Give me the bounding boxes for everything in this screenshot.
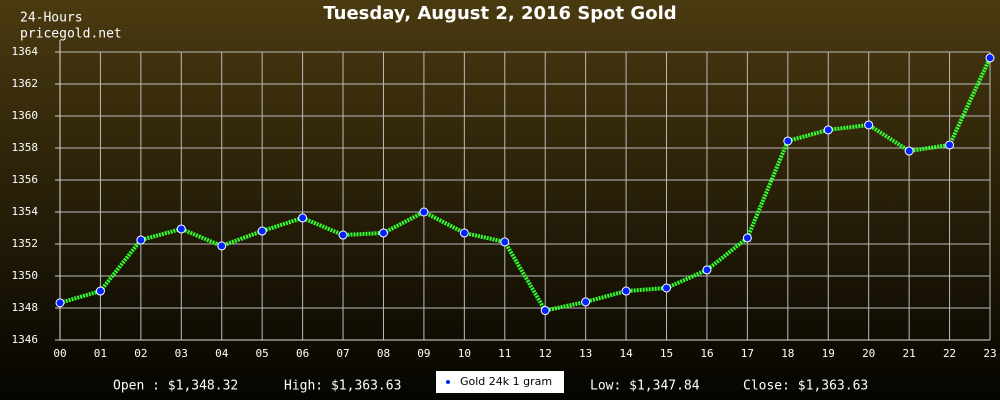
data-point: [742, 233, 752, 243]
x-tick-label: 14: [619, 347, 633, 360]
y-tick-label: 1354: [12, 205, 39, 218]
x-tick-label: 05: [256, 347, 269, 360]
legend-label: Gold 24k 1 gram: [460, 375, 552, 388]
data-point: [95, 286, 105, 296]
x-tick-label: 10: [458, 347, 471, 360]
data-point: [581, 297, 591, 307]
y-tick-label: 1346: [12, 333, 39, 346]
data-point: [864, 120, 874, 130]
legend-marker: [446, 380, 450, 384]
x-tick-label: 06: [296, 347, 309, 360]
x-tick-label: 01: [94, 347, 107, 360]
subtitle: 24-Hours: [20, 11, 83, 26]
x-tick-label: 09: [417, 347, 430, 360]
data-point: [136, 235, 146, 245]
data-point: [298, 213, 308, 223]
data-point: [338, 230, 348, 240]
x-tick-label: 16: [700, 347, 713, 360]
x-tick-label: 18: [781, 347, 794, 360]
x-tick-label: 00: [53, 347, 66, 360]
y-tick-label: 1362: [12, 77, 39, 90]
y-tick-label: 1352: [12, 237, 39, 250]
x-tick-label: 08: [377, 347, 390, 360]
data-point: [419, 207, 429, 217]
y-tick-label: 1358: [12, 141, 39, 154]
data-point: [55, 298, 65, 308]
y-tick-label: 1356: [12, 173, 39, 186]
x-tick-label: 13: [579, 347, 592, 360]
data-point: [702, 265, 712, 275]
legend-box: [436, 371, 564, 393]
x-tick-label: 02: [134, 347, 147, 360]
x-tick-label: 12: [539, 347, 552, 360]
data-point: [459, 228, 469, 238]
x-tick-label: 22: [943, 347, 956, 360]
x-tick-label: 11: [498, 347, 511, 360]
x-tick-label: 23: [983, 347, 996, 360]
stat-label: Close: $1,363.63: [743, 379, 868, 394]
y-tick-label: 1360: [12, 109, 39, 122]
data-point: [985, 53, 995, 63]
y-tick-label: 1350: [12, 269, 39, 282]
x-tick-label: 04: [215, 347, 229, 360]
data-point: [500, 237, 510, 247]
x-tick-label: 07: [336, 347, 349, 360]
data-point: [945, 140, 955, 150]
data-point: [378, 228, 388, 238]
stat-label: Low: $1,347.84: [590, 379, 700, 394]
data-point: [823, 125, 833, 135]
data-point: [662, 283, 672, 293]
chart-title: Tuesday, August 2, 2016 Spot Gold: [323, 3, 676, 24]
price-line: [59, 57, 992, 313]
subtitle: pricegold.net: [20, 27, 122, 42]
y-tick-label: 1364: [12, 45, 39, 58]
data-point: [176, 224, 186, 234]
y-tick-label: 1348: [12, 301, 39, 314]
data-point: [257, 226, 267, 236]
x-tick-label: 21: [903, 347, 916, 360]
x-tick-label: 15: [660, 347, 673, 360]
data-point: [217, 241, 227, 251]
stat-label: High: $1,363.63: [284, 379, 401, 394]
x-tick-label: 20: [862, 347, 875, 360]
data-point: [540, 306, 550, 316]
data-point: [783, 136, 793, 146]
stat-label: Open : $1,348.32: [113, 379, 238, 394]
data-point: [904, 146, 914, 156]
x-tick-label: 17: [741, 347, 754, 360]
x-tick-label: 03: [175, 347, 188, 360]
x-tick-label: 19: [822, 347, 835, 360]
data-point: [621, 286, 631, 296]
